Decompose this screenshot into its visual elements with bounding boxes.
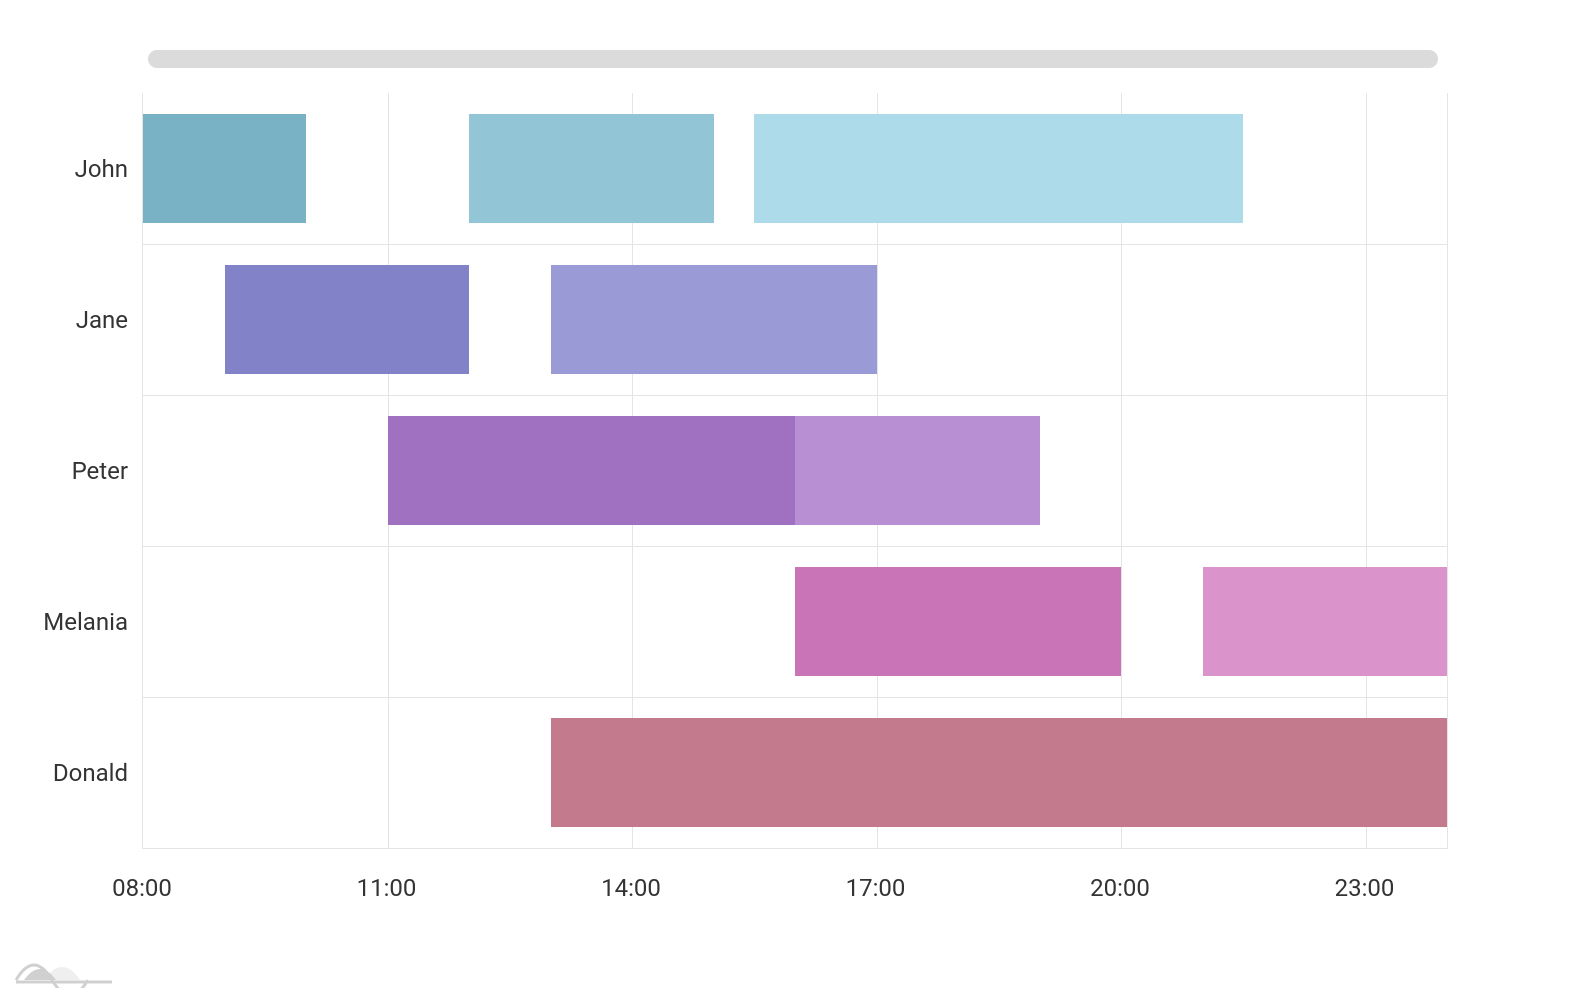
x-tick-label: 20:00 <box>1090 874 1150 902</box>
gridline-horizontal <box>143 546 1447 547</box>
plot-area <box>142 93 1448 849</box>
gantt-bar[interactable] <box>225 265 470 374</box>
y-tick-label: Donald <box>18 759 128 787</box>
gantt-bar[interactable] <box>754 114 1243 223</box>
chart-scrollbar[interactable] <box>148 50 1438 68</box>
gridline-horizontal <box>143 244 1447 245</box>
gantt-bar[interactable] <box>795 416 1040 525</box>
gridline-horizontal <box>143 395 1447 396</box>
gantt-bar[interactable] <box>551 718 1448 827</box>
gantt-bar[interactable] <box>795 567 1121 676</box>
x-tick-label: 17:00 <box>846 874 906 902</box>
gantt-bar[interactable] <box>551 265 877 374</box>
x-tick-label: 11:00 <box>357 874 417 902</box>
x-tick-label: 08:00 <box>112 874 172 902</box>
gantt-bar[interactable] <box>388 416 796 525</box>
gantt-bar[interactable] <box>469 114 714 223</box>
x-tick-label: 14:00 <box>601 874 661 902</box>
gantt-bar[interactable] <box>1203 567 1448 676</box>
y-tick-label: Peter <box>18 457 128 485</box>
x-tick-label: 23:00 <box>1335 874 1395 902</box>
gantt-bar[interactable] <box>143 114 306 223</box>
gridline-horizontal <box>143 697 1447 698</box>
gantt-chart: 08:00 11:00 14:00 17:00 20:00 23:00 John Jane P… <box>0 0 1586 1000</box>
y-tick-label: Melania <box>18 608 128 636</box>
y-tick-label: Jane <box>18 306 128 334</box>
amcharts-logo-icon[interactable] <box>14 948 114 988</box>
y-tick-label: John <box>18 155 128 183</box>
